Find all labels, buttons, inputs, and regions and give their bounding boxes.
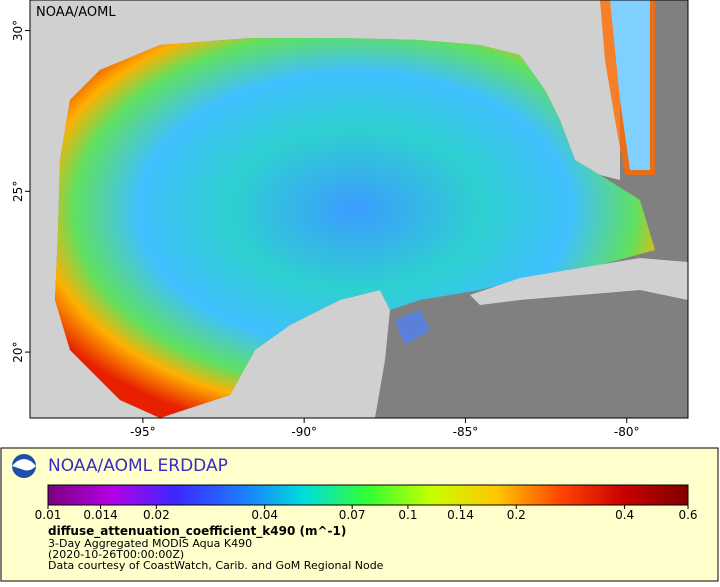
map-label: NOAA/AOML xyxy=(36,5,116,20)
legend-title: NOAA/AOML ERDDAP xyxy=(48,456,228,476)
colorbar-tick-label: 0.14 xyxy=(447,508,474,522)
x-tick-label: -90° xyxy=(291,425,317,439)
x-tick-label: -95° xyxy=(130,425,156,439)
colorbar-tick-label: 0.1 xyxy=(398,508,417,522)
x-tick-label: -80° xyxy=(614,425,640,439)
ocean-data xyxy=(395,310,430,345)
y-tick-label: 25° xyxy=(11,181,25,202)
legend-line: (2020-10-26T00:00:00Z) xyxy=(48,548,184,561)
colorbar-tick-label: 0.4 xyxy=(615,508,634,522)
colorbar xyxy=(47,484,689,506)
colorbar-tick-label: 0.07 xyxy=(339,508,366,522)
logo xyxy=(12,459,36,471)
land xyxy=(470,258,688,305)
legend-line: Data courtesy of CoastWatch, Carib. and … xyxy=(48,559,384,572)
y-tick-label: 20° xyxy=(11,341,25,362)
colorbar-tick-label: 0.014 xyxy=(83,508,117,522)
colorbar-tick-label: 0.01 xyxy=(35,508,62,522)
legend: NOAA/AOML ERDDAP diffuse_attenuation_coe… xyxy=(0,447,719,582)
x-tick-label: -85° xyxy=(453,425,479,439)
land xyxy=(30,0,620,418)
variable-name: diffuse_attenuation_coefficient_k490 (m^… xyxy=(48,524,346,539)
colorbar-tick-label: 0.2 xyxy=(507,508,526,522)
y-tick-label: 30° xyxy=(11,20,25,41)
land xyxy=(160,290,390,418)
legend-line: 3-Day Aggregated MODIS Aqua K490 xyxy=(48,537,252,550)
map-background xyxy=(655,0,688,418)
legend-box xyxy=(0,447,719,582)
ocean-data xyxy=(55,38,655,418)
ocean-data xyxy=(610,0,650,170)
colorbar-tick-label: 0.04 xyxy=(251,508,278,522)
colorbar-tick-label: 0.02 xyxy=(143,508,170,522)
map: NOAA/AOML xyxy=(29,0,689,419)
map-frame xyxy=(29,0,689,419)
colorbar-tick-label: 0.6 xyxy=(678,508,697,522)
